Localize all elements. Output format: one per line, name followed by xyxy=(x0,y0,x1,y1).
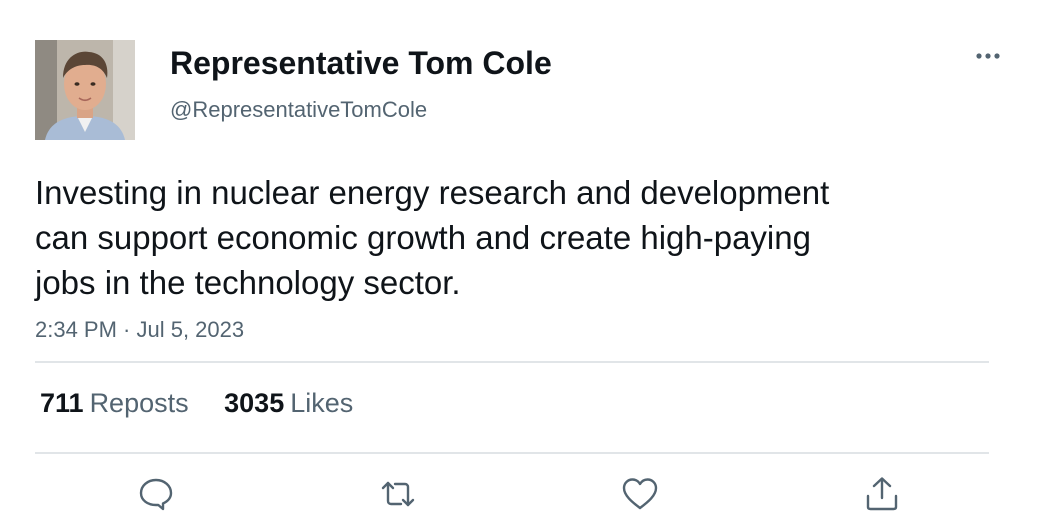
reposts-stat[interactable]: 711 Reposts xyxy=(40,385,189,421)
tweet-text: Investing in nuclear energy research and… xyxy=(35,170,915,305)
divider xyxy=(35,361,989,363)
more-options-button[interactable] xyxy=(966,40,1010,72)
likes-label: Likes xyxy=(290,388,354,418)
tweet-text-line: Investing in nuclear energy research and… xyxy=(35,174,830,211)
avatar-image xyxy=(35,40,135,140)
share-icon xyxy=(866,477,898,511)
reposts-count: 711 xyxy=(40,388,84,418)
heart-icon xyxy=(622,478,658,510)
tweet-text-line: jobs in the technology sector. xyxy=(35,264,461,301)
reposts-label: Reposts xyxy=(89,388,189,418)
repost-button[interactable] xyxy=(378,474,418,514)
repost-icon xyxy=(381,481,415,507)
likes-stat[interactable]: 3035 Likes xyxy=(224,385,353,421)
tweet-text-line: can support economic growth and create h… xyxy=(35,219,811,256)
avatar[interactable] xyxy=(35,40,135,140)
divider xyxy=(35,452,989,454)
user-handle[interactable]: @RepresentativeTomCole xyxy=(170,97,428,122)
engagement-stats: 711 Reposts 3035 Likes xyxy=(40,385,381,421)
share-button[interactable] xyxy=(862,474,902,514)
like-button[interactable] xyxy=(620,474,660,514)
reply-button[interactable] xyxy=(136,474,176,514)
reply-icon xyxy=(139,478,173,511)
display-name[interactable]: Representative Tom Cole xyxy=(170,45,552,81)
tweet-timestamp[interactable]: 2:34 PM · Jul 5, 2023 xyxy=(35,317,245,342)
more-horizontal-icon xyxy=(976,53,1000,59)
likes-count: 3035 xyxy=(224,388,285,418)
